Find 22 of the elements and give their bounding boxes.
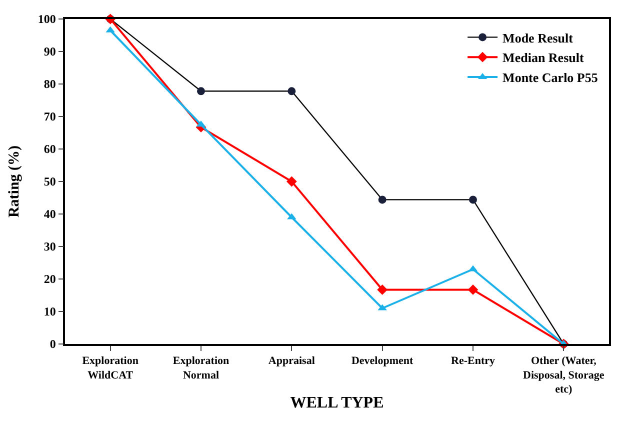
y-tick-label: 10 [44, 304, 56, 319]
legend-label: Monte Carlo P55 [502, 70, 598, 86]
x-tick-label: Other (Water, Disposal, Storage etc) [523, 354, 604, 396]
x-tick-label: Appraisal [268, 354, 315, 367]
y-tick-label: 50 [44, 174, 56, 189]
x-tick-label: Exploration WildCAT [82, 354, 138, 382]
legend-label: Median Result [502, 50, 584, 66]
y-tick-label: 70 [44, 110, 56, 124]
y-tick-label: 60 [44, 142, 56, 156]
y-tick-label: 0 [50, 337, 56, 352]
x-tick-label: Development [351, 354, 414, 367]
y-tick-label: 80 [44, 77, 56, 92]
y-tick-label: 100 [38, 12, 56, 26]
legend-label: Mode Result [502, 30, 574, 46]
y-tick-label: 20 [44, 272, 56, 286]
y-tick-label: 30 [44, 240, 56, 254]
y-axis-title: Rating (%) [6, 145, 23, 218]
y-tick-label: 90 [44, 44, 56, 59]
x-tick-label: Re-Entry [451, 354, 496, 367]
x-axis-title: WELL TYPE [290, 394, 384, 412]
x-tick-label: Exploration Normal [172, 354, 230, 382]
y-tick-label: 40 [44, 207, 56, 222]
